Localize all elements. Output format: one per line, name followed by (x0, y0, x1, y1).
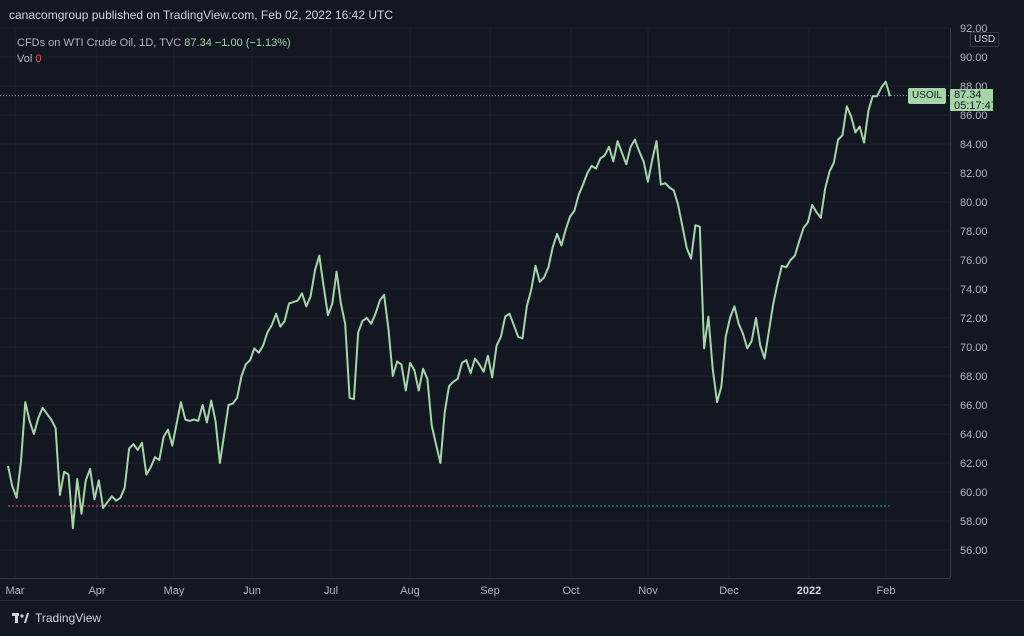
chart-area[interactable] (0, 28, 950, 578)
symbol-tag: USOIL (908, 88, 946, 104)
price-series-line (7, 80, 891, 530)
time-tick-label: May (164, 585, 185, 597)
time-axis[interactable] (0, 578, 950, 601)
time-tick-label: Jun (243, 585, 261, 597)
time-tick-label: 2022 (797, 585, 821, 597)
price-tick-label: 82.00 (960, 168, 988, 180)
time-tick-label: Mar (6, 585, 25, 597)
publisher-text: canacomgroup published on TradingView.co… (9, 8, 394, 22)
price-tick-label: 56.00 (960, 545, 988, 557)
legend-last: 87.34 (184, 37, 212, 49)
volume-label[interactable]: Vol (17, 53, 33, 65)
last-price-value: 87.34 (954, 89, 982, 101)
price-tick-label: 58.00 (960, 516, 988, 528)
bar-countdown: 05:17:47 (954, 100, 997, 112)
time-tick-label: Feb (877, 585, 896, 597)
price-tick-label: 90.00 (960, 52, 988, 64)
legend-change: −1.00 (−1.13%) (214, 37, 291, 49)
footer: TradingView (0, 600, 1024, 636)
price-tick-label: 70.00 (960, 342, 988, 354)
time-tick-label: Apr (88, 585, 105, 597)
legend: CFDs on WTI Crude Oil, 1D, TVC 87.34 −1.… (17, 35, 291, 67)
brand-name: TradingView (35, 611, 102, 625)
price-tick-label: 84.00 (960, 139, 988, 151)
time-tick-label: Jul (324, 585, 338, 597)
price-tick-label: 80.00 (960, 197, 988, 209)
price-tick-label: 66.00 (960, 400, 988, 412)
top-bar: canacomgroup published on TradingView.co… (0, 0, 1024, 28)
price-tick-label: 62.00 (960, 458, 988, 470)
time-tick-label: Sep (480, 585, 500, 597)
last-price-tag: 87.34 05:17:47 (950, 89, 997, 112)
time-tick-label: Nov (638, 585, 658, 597)
price-tick-label: 74.00 (960, 284, 988, 296)
currency-label[interactable]: USD (970, 32, 1000, 47)
price-tick-label: 60.00 (960, 487, 988, 499)
price-tick-label: 68.00 (960, 371, 988, 383)
price-tick-label: 76.00 (960, 255, 988, 267)
tradingview-logo-icon (12, 612, 29, 623)
brand[interactable]: TradingView (12, 611, 101, 625)
volume-value: 0 (35, 53, 42, 65)
price-chart[interactable]: 92.0090.0088.0086.0084.0082.0080.0078.00… (0, 0, 1024, 600)
price-tick-label: 72.00 (960, 313, 988, 325)
time-tick-label: Aug (400, 585, 420, 597)
legend-title[interactable]: CFDs on WTI Crude Oil, 1D, TVC (17, 37, 182, 49)
time-tick-label: Dec (719, 585, 739, 597)
price-tick-label: 86.00 (960, 110, 988, 122)
price-tick-label: 78.00 (960, 226, 988, 238)
time-tick-label: Oct (562, 585, 579, 597)
price-tick-label: 64.00 (960, 429, 988, 441)
price-axis[interactable] (950, 28, 1024, 578)
